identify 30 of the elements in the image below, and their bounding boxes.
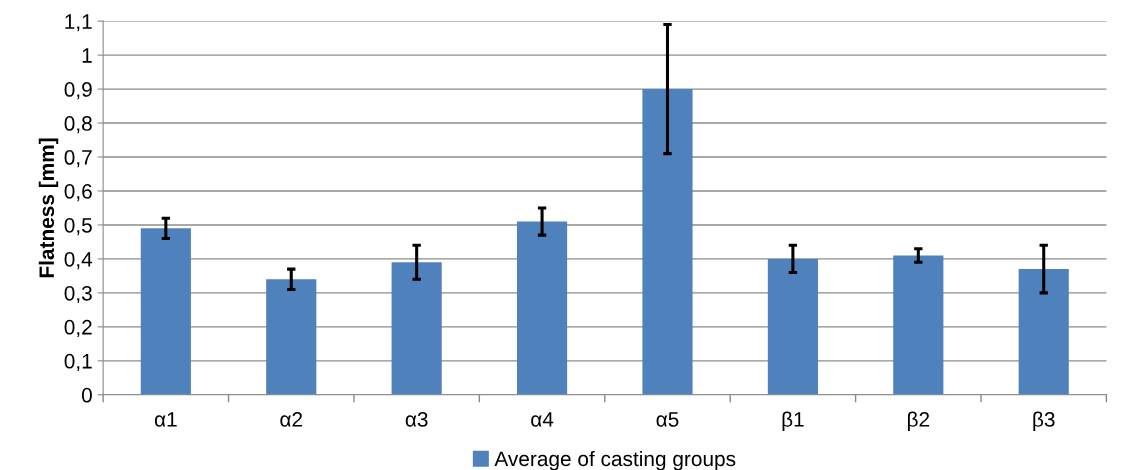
x-tick-label: α2 [280, 412, 303, 427]
y-tick-label: 0,1 [64, 353, 92, 372]
y-tick-label: 1 [82, 48, 92, 63]
y-tick-label: 0,4 [64, 251, 93, 270]
x-tick-label: β3 [1033, 411, 1055, 431]
legend-label: Average of casting groups [494, 450, 736, 470]
bar [140, 228, 191, 395]
bar [516, 221, 568, 395]
y-tick-label: 0,9 [64, 82, 92, 100]
bar [767, 258, 818, 395]
x-tick-label: α4 [531, 412, 554, 427]
bar [1018, 269, 1069, 395]
y-axis-title: Flatness [mm] [38, 138, 59, 278]
bar [266, 279, 317, 395]
x-tick-label: α3 [405, 412, 428, 427]
y-tick-label: 0,6 [64, 183, 92, 202]
y-tick-label: 0,8 [64, 116, 92, 134]
x-tick-label: α1 [154, 412, 177, 427]
x-tick-label: β1 [782, 411, 804, 431]
y-tick-label: 0,7 [64, 150, 92, 168]
bar [391, 262, 442, 395]
y-tick-label: 0,5 [64, 217, 92, 236]
x-tick-label: β2 [907, 411, 930, 431]
bar [642, 89, 693, 395]
y-tick-label: 1,1 [65, 14, 92, 32]
y-tick-label: 0 [81, 387, 92, 403]
bar [893, 255, 944, 395]
y-tick-label: 0,2 [64, 319, 92, 338]
x-tick-label: α5 [656, 412, 679, 427]
y-tick-label: 0,3 [64, 285, 92, 304]
